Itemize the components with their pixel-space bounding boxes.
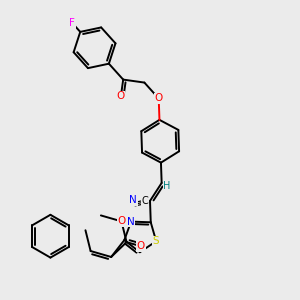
- Text: O: O: [154, 94, 163, 103]
- Text: S: S: [153, 236, 160, 246]
- Text: H: H: [163, 181, 171, 191]
- Text: O: O: [116, 91, 125, 101]
- Text: N: N: [129, 195, 137, 205]
- Text: N: N: [127, 217, 135, 226]
- Text: O: O: [137, 241, 145, 251]
- Text: F: F: [69, 18, 75, 28]
- Text: O: O: [117, 216, 126, 226]
- Text: C: C: [141, 196, 148, 206]
